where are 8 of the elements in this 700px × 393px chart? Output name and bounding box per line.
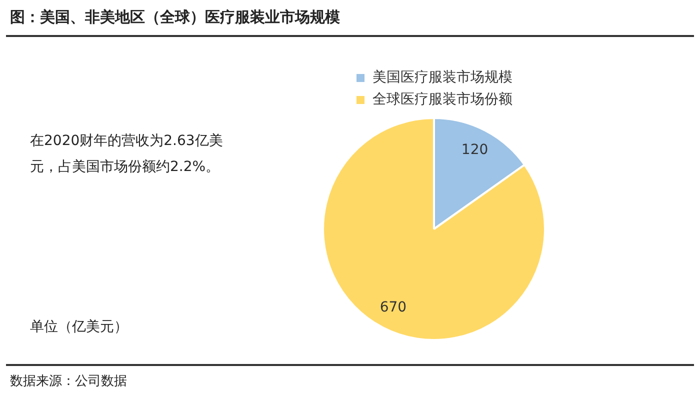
text: 在2020财年的营收为2.63亿美元，占美国市场份额约2.2%。 bbox=[30, 132, 224, 177]
text: 图：美国、非美地区（全球）医疗服装业市场规模 bbox=[10, 8, 340, 27]
text: 单位（亿美元） bbox=[30, 318, 128, 336]
legend-label: 全球医疗服装市场份额 bbox=[372, 92, 512, 108]
data-label: 670 bbox=[380, 300, 407, 316]
source-note: 数据来源：公司数据 bbox=[10, 373, 127, 390]
data-label: 120 bbox=[461, 142, 488, 158]
legend-label: 美国医疗服装市场规模 bbox=[372, 70, 512, 86]
